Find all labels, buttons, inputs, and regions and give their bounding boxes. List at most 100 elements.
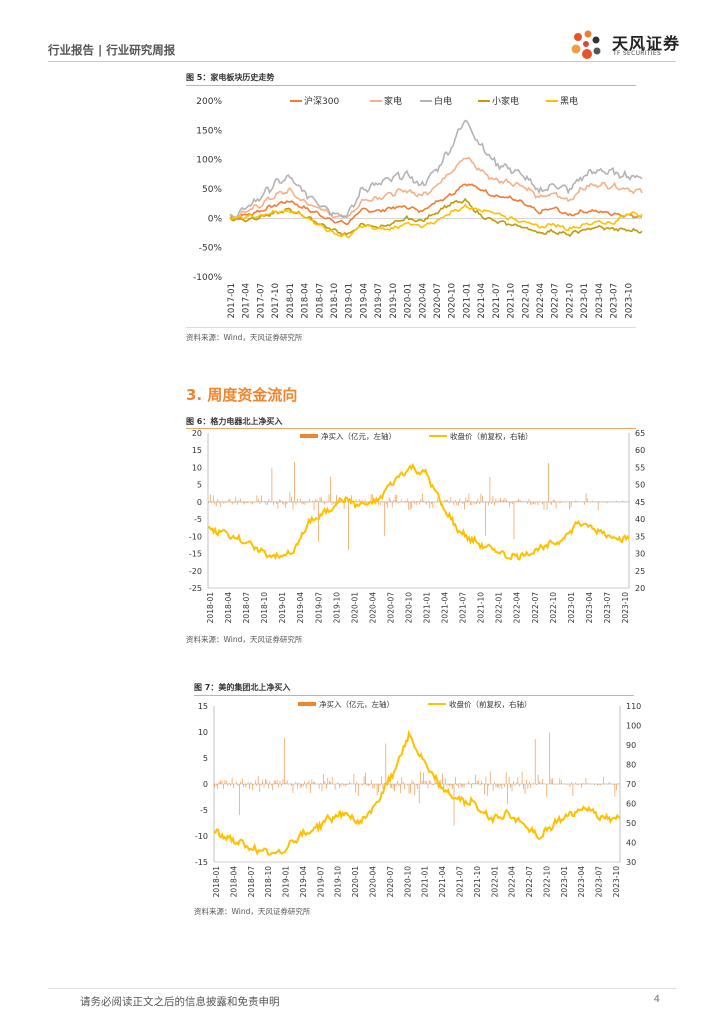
- fig6-right-tick-label: 25: [635, 567, 645, 576]
- fig5-xtick-label: 2020-07: [433, 283, 443, 319]
- logo-subtitle: TF SECURITIES: [613, 50, 662, 57]
- fig7-left-tick-label: -10: [195, 832, 208, 841]
- fig6-xtick-label: 2019-04: [296, 592, 305, 624]
- report-header-title: 行业报告 | 行业研究周报: [48, 43, 176, 57]
- fig5-legend-label: 家电: [384, 95, 402, 107]
- fig5-xtick-label: 2020-04: [418, 283, 428, 319]
- fig5-xtick-label: 2021-10: [507, 283, 517, 319]
- fig7-xtick-label: 2023-07: [595, 866, 604, 898]
- fig6-right-tick-label: 20: [635, 584, 645, 593]
- fig7-right-tick-label: 80: [626, 761, 636, 770]
- fig6-xtick-label: 2022-01: [495, 592, 504, 624]
- fig6-xtick-label: 2021-07: [459, 592, 468, 624]
- fig6-left-tick-label: -5: [194, 515, 202, 524]
- fig5-legend-label: 黑电: [560, 95, 578, 107]
- figure5-rule: [186, 85, 636, 86]
- fig7-left-tick-label: -15: [195, 858, 208, 867]
- fig5-xtick-label: 2018-07: [315, 283, 325, 319]
- fig7-xtick-label: 2018-10: [264, 866, 273, 898]
- fig7-right-tick-label: 60: [626, 800, 636, 809]
- fig7-xtick-label: 2023-10: [612, 866, 621, 898]
- fig5-xtick-label: 2022-01: [521, 283, 531, 319]
- fig6-xtick-label: 2021-04: [441, 592, 450, 624]
- figure5-source: 资料来源：Wind，天风证券研究所: [186, 333, 303, 342]
- fig5-legend-label: 白电: [434, 95, 452, 107]
- figure5-title: 图 5：家电板块历史走势: [186, 73, 275, 82]
- fig5-xtick-label: 2023-01: [580, 283, 590, 319]
- fig6-xtick-label: 2021-10: [477, 592, 486, 624]
- fig7-right-tick-label: 40: [626, 839, 636, 848]
- fig7-xtick-label: 2018-07: [247, 866, 256, 898]
- fig6-legend-bar-swatch: [300, 434, 318, 438]
- fig7-legend-bar-swatch: [298, 702, 316, 706]
- fig6-xtick-label: 2018-04: [224, 592, 233, 624]
- fig7-right-tick-label: 100: [626, 722, 641, 731]
- fig6-left-tick-label: -25: [189, 584, 202, 593]
- fig5-legend-label: 小家电: [492, 95, 519, 107]
- fig6-right-tick-label: 40: [635, 515, 645, 524]
- fig7-left-tick-label: 0: [203, 780, 208, 789]
- fig5-series-line-4: [229, 203, 643, 239]
- header-divider: [48, 61, 676, 62]
- fig7-xtick-label: 2023-01: [560, 866, 569, 898]
- fig7-xtick-label: 2021-01: [421, 866, 430, 898]
- fig6-xtick-label: 2023-04: [585, 592, 594, 624]
- company-logo: 天风证券 TF SECURITIES: [566, 28, 696, 62]
- figure7-source: 资料来源：Wind，天风证券研究所: [194, 907, 311, 916]
- fig5-ytick-label: 200%: [196, 97, 222, 107]
- fig6-xtick-label: 2020-01: [350, 592, 359, 624]
- figure5-chart: 200% 150% 100% 50% 0% -50% -100% 2017-01 2017-04…: [193, 95, 643, 319]
- fig5-ytick-label: 50%: [202, 185, 222, 195]
- fig6-right-tick-label: 55: [635, 463, 645, 472]
- figure6-chart: 20151050-5-10-15-20-25656055504540353025…: [189, 429, 645, 624]
- fig7-left-tick-label: 15: [198, 702, 208, 711]
- figure7-chart: 151050-5-10-15110100908070605040302018-0…: [195, 699, 641, 898]
- fig7-xtick-label: 2019-01: [282, 866, 291, 898]
- fig6-xtick-label: 2020-10: [404, 592, 413, 624]
- fig6-xtick-label: 2022-04: [513, 592, 522, 624]
- footer-disclaimer: 请务必阅读正文之后的信息披露和免责申明: [80, 996, 280, 1008]
- fig7-legend-label: 收盘价（前复权，右轴）: [449, 699, 532, 709]
- fig6-xtick-label: 2019-10: [332, 592, 341, 624]
- fig5-xtick-label: 2023-10: [624, 283, 634, 319]
- fig7-right-tick-label: 50: [626, 819, 636, 828]
- fig5-ytick-label: 0%: [208, 214, 223, 224]
- fig5-xtick-label: 2018-01: [286, 283, 296, 319]
- fig7-xtick-label: 2018-01: [212, 866, 221, 898]
- fig5-ytick-label: 100%: [196, 156, 222, 166]
- flower-logo-icon: [571, 30, 601, 59]
- fig6-right-tick-label: 35: [635, 532, 645, 541]
- fig6-xtick-label: 2022-10: [549, 592, 558, 624]
- fig5-xtick-label: 2017-04: [242, 283, 252, 319]
- fig6-xtick-label: 2018-07: [242, 592, 251, 624]
- fig7-xtick-label: 2020-01: [351, 866, 360, 898]
- fig6-price-line: [208, 462, 630, 561]
- fig5-xtick-label: 2023-04: [595, 283, 605, 319]
- fig5-legend-label: 沪深300: [304, 95, 339, 107]
- fig7-xtick-label: 2019-07: [316, 866, 325, 898]
- fig7-xtick-label: 2018-04: [229, 866, 238, 898]
- fig6-left-tick-label: -20: [189, 567, 202, 576]
- fig5-xtick-label: 2017-10: [271, 283, 281, 319]
- fig5-ytick-label: -50%: [199, 244, 223, 254]
- figure6-rule: [186, 428, 636, 429]
- fig7-xtick-label: 2021-04: [438, 866, 447, 898]
- fig7-xtick-label: 2022-10: [542, 866, 551, 898]
- fig7-xtick-label: 2021-07: [455, 866, 464, 898]
- fig6-legend-label: 收盘价（前复权，右轴）: [450, 431, 533, 441]
- fig7-xtick-label: 2021-10: [473, 866, 482, 898]
- fig6-xtick-label: 2022-07: [531, 592, 540, 624]
- footer-divider: [48, 988, 676, 989]
- figure7-title: 图 7：美的集团北上净买入: [194, 683, 291, 692]
- fig6-xtick-label: 2020-04: [368, 592, 377, 624]
- fig6-xtick-label: 2018-01: [206, 592, 215, 624]
- fig5-xtick-label: 2017-01: [227, 283, 237, 319]
- fig5-series-line-3: [229, 197, 643, 238]
- fig5-ytick-label: -100%: [193, 273, 222, 283]
- fig6-left-tick-label: -10: [189, 532, 202, 541]
- fig5-xtick-label: 2018-04: [301, 283, 311, 319]
- fig7-xtick-label: 2019-10: [334, 866, 343, 898]
- fig7-right-tick-label: 70: [626, 780, 636, 789]
- figure7-rule: [194, 695, 634, 696]
- fig7-left-tick-label: 10: [198, 728, 208, 737]
